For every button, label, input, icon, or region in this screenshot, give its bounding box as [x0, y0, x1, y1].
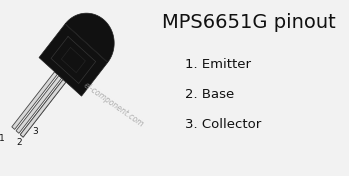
Text: 1. Emitter: 1. Emitter [185, 58, 251, 71]
Polygon shape [39, 24, 108, 96]
Text: MPS6651G pinout: MPS6651G pinout [162, 12, 336, 32]
Polygon shape [20, 79, 66, 137]
Text: el-component.com: el-component.com [81, 81, 145, 129]
Text: 3: 3 [32, 127, 38, 136]
Text: 3. Collector: 3. Collector [185, 118, 261, 131]
Polygon shape [20, 79, 66, 137]
Polygon shape [16, 76, 62, 133]
Polygon shape [65, 13, 114, 62]
Polygon shape [12, 72, 58, 129]
Text: 1: 1 [0, 134, 5, 143]
Text: 2: 2 [16, 137, 22, 146]
Text: 2. Base: 2. Base [185, 89, 235, 102]
